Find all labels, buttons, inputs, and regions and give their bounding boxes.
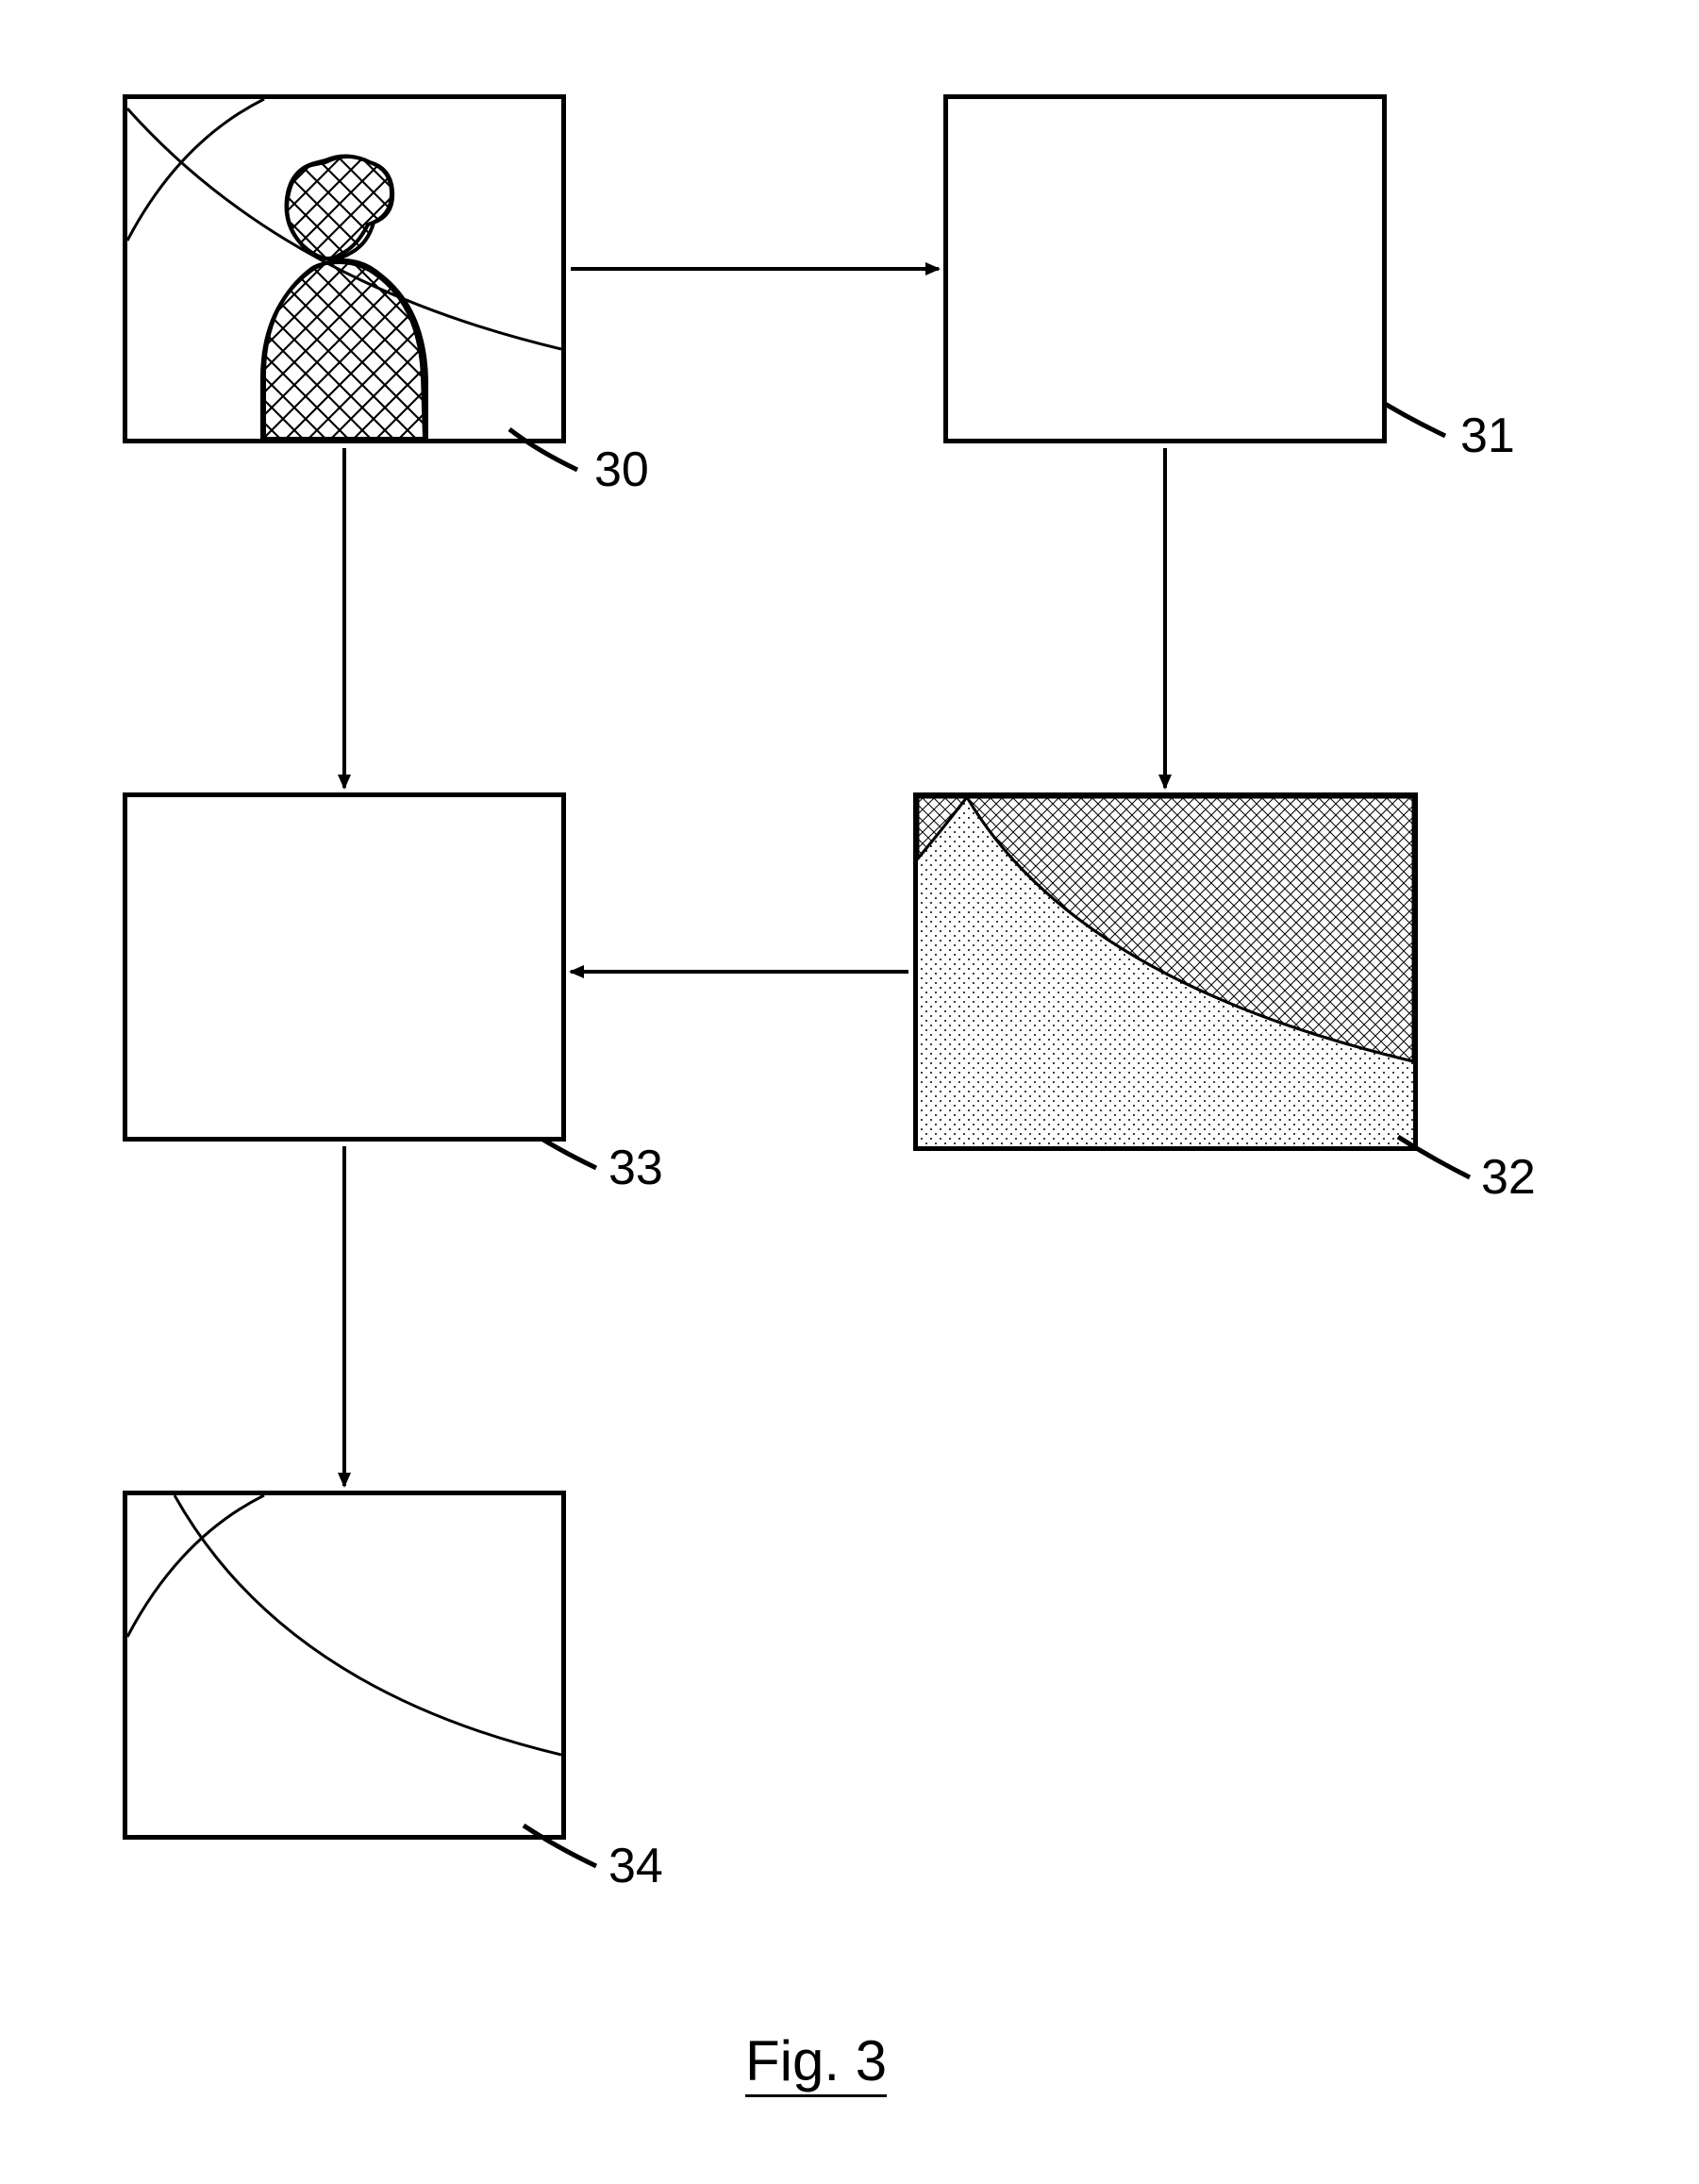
box-31 — [943, 94, 1387, 443]
box-30 — [123, 94, 566, 443]
figure-caption: Fig. 3 — [745, 2028, 887, 2093]
label-34: 34 — [608, 1838, 663, 1894]
box-34 — [123, 1491, 566, 1840]
label-31: 31 — [1460, 408, 1515, 464]
box-33 — [123, 792, 566, 1142]
label-30: 30 — [594, 442, 649, 498]
box-32 — [913, 792, 1418, 1151]
label-32: 32 — [1481, 1149, 1536, 1206]
label-33: 33 — [608, 1140, 663, 1196]
figure-canvas: 30 31 32 33 34 Fig. 3 — [0, 0, 1699, 2184]
